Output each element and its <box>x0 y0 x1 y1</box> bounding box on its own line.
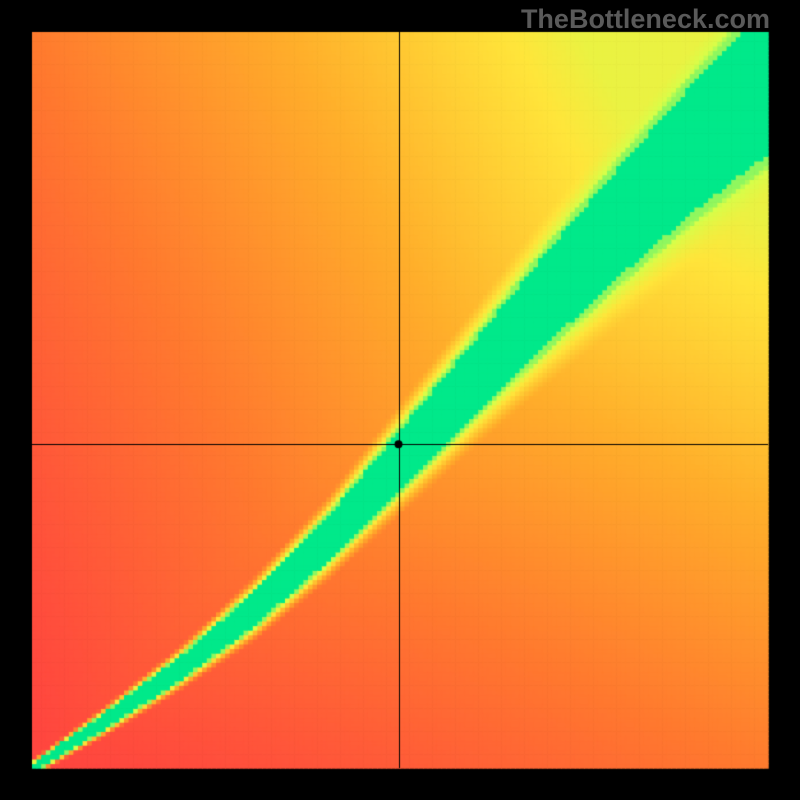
watermark-text: TheBottleneck.com <box>521 4 770 35</box>
chart-container: TheBottleneck.com <box>0 0 800 800</box>
bottleneck-heatmap <box>0 0 800 800</box>
